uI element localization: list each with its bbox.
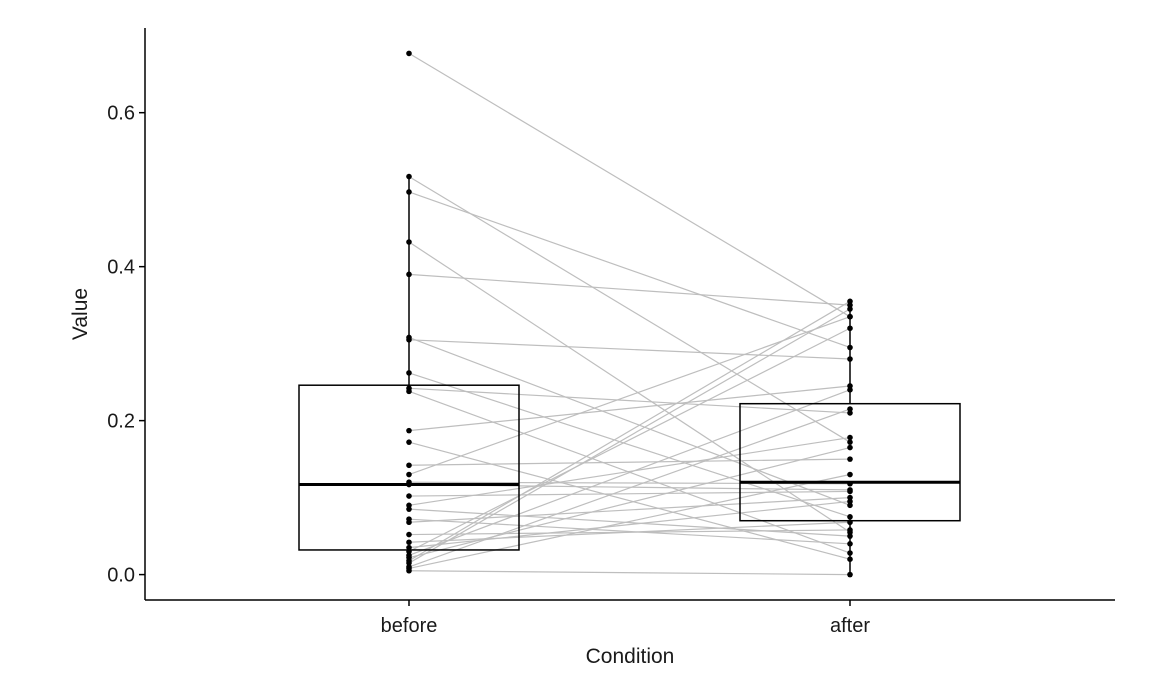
point-after [847, 302, 853, 308]
axes-layer [144, 28, 1115, 601]
point-before [406, 567, 412, 574]
point-after [847, 383, 853, 389]
point-before [406, 388, 412, 395]
point-after [847, 406, 853, 412]
boxes-layer [298, 176, 961, 575]
point-before [406, 271, 412, 278]
point-before [406, 548, 412, 555]
point-after [847, 502, 853, 509]
point-before [406, 493, 412, 499]
pair-line [408, 52, 851, 318]
pair-line [408, 446, 851, 559]
x-axis-title: Condition [586, 645, 675, 668]
pair-line [408, 339, 851, 360]
point-after [847, 550, 853, 556]
pair-line [408, 408, 851, 568]
point-after [847, 313, 853, 320]
point-before [406, 173, 412, 180]
pair-line [408, 500, 851, 549]
point-after [847, 494, 853, 501]
y-tick-label: 0.0 [107, 565, 135, 587]
pair-line [408, 273, 851, 306]
point-before [406, 519, 412, 526]
point-before [406, 336, 412, 343]
pair-line [408, 518, 851, 545]
point-after [847, 387, 853, 393]
y-tick-label: 0.2 [107, 411, 135, 433]
point-before [406, 502, 412, 509]
pair-line [408, 327, 851, 553]
x-ticks: before after [381, 600, 870, 637]
pair-line [408, 458, 851, 466]
point-after [847, 519, 853, 526]
point-before [406, 544, 412, 551]
point-after [847, 571, 853, 578]
points-layer [406, 50, 853, 578]
point-after [847, 556, 853, 562]
point-after [847, 298, 853, 305]
pair-line [408, 336, 851, 506]
point-before [406, 189, 412, 195]
y-axis-title: Value [69, 288, 92, 340]
point-after [847, 456, 853, 462]
point-before [406, 506, 412, 512]
point-before [406, 560, 412, 566]
point-before [406, 462, 412, 469]
pair-line [408, 570, 851, 576]
point-before [406, 471, 412, 478]
pair-line [408, 473, 851, 570]
point-after [847, 344, 853, 351]
point-after [847, 471, 853, 478]
point-after [847, 356, 853, 362]
point-after [847, 306, 853, 312]
pair-line [408, 300, 851, 562]
point-after [847, 498, 853, 505]
point-after [847, 527, 853, 533]
pair-line [408, 387, 851, 414]
pair-lines-layer [408, 52, 851, 576]
pair-line [408, 490, 851, 497]
pair-line [408, 316, 851, 476]
point-before [406, 531, 412, 538]
point-after [847, 444, 853, 451]
point-after [847, 541, 853, 547]
point-after [847, 410, 853, 416]
pair-line [408, 385, 851, 432]
y-tick-label: 0.6 [107, 103, 135, 125]
y-ticks: 0.0 0.2 0.4 0.6 [107, 103, 145, 587]
point-before [406, 427, 412, 434]
point-after [847, 514, 853, 520]
point-before [406, 370, 412, 376]
point-before [406, 50, 412, 57]
point-before [406, 439, 412, 445]
point-after [847, 325, 853, 332]
pair-line [408, 436, 851, 506]
point-before [406, 239, 412, 245]
pair-line [408, 308, 851, 564]
point-before [406, 539, 412, 546]
x-tick-label-after: after [830, 615, 870, 637]
y-tick-label: 0.4 [107, 257, 135, 279]
pair-line [408, 389, 851, 556]
point-after [847, 480, 853, 487]
point-before [406, 481, 412, 488]
point-after [847, 488, 853, 495]
pair-line [408, 372, 851, 518]
point-after [847, 533, 853, 539]
pair-line [408, 191, 851, 349]
point-after [847, 439, 853, 445]
pair-line [408, 176, 851, 443]
x-tick-label-before: before [381, 615, 438, 637]
point-after [847, 434, 853, 441]
